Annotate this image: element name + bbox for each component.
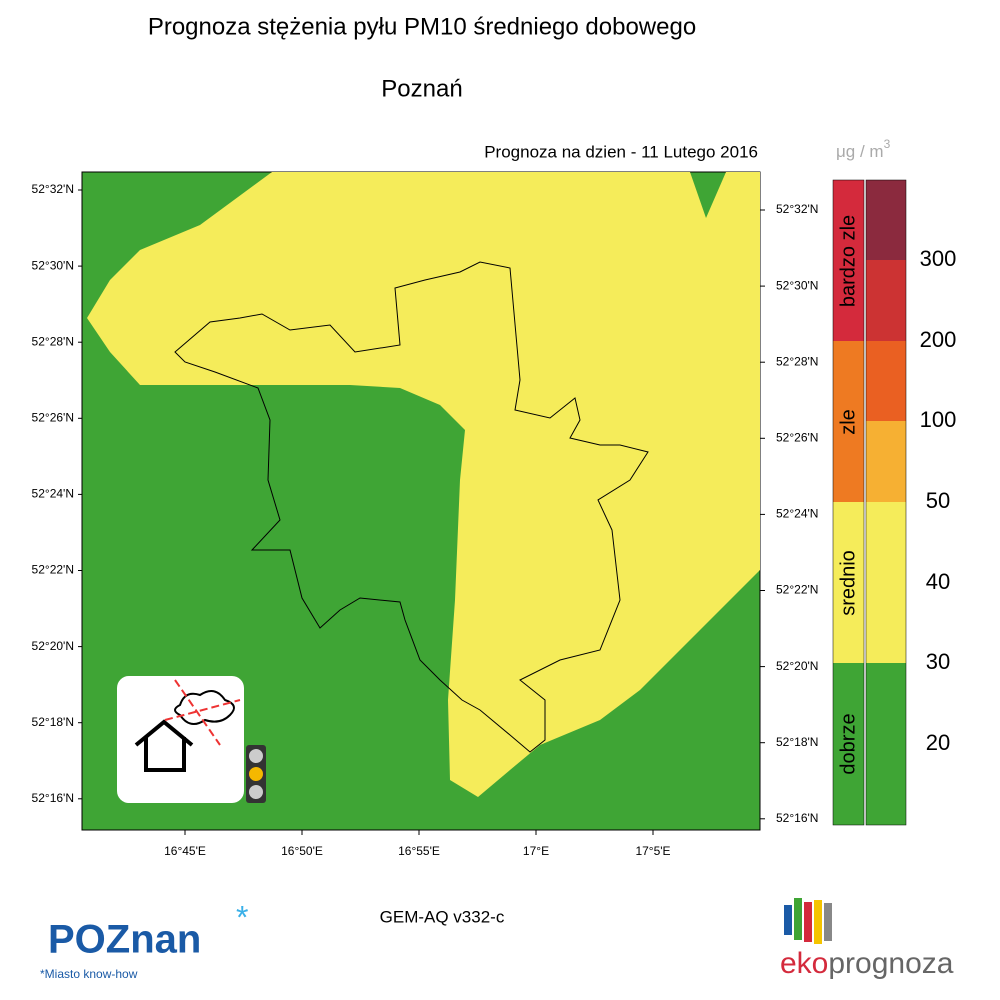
pollution-icon (117, 676, 244, 803)
unit-exponent: 3 (884, 137, 891, 151)
lon-label: 16°55'E (398, 844, 440, 858)
unit-base: μg / m (836, 142, 884, 161)
scale-label: 20 (926, 730, 950, 755)
category-border (832, 179, 865, 826)
logo-asterisk: * (236, 899, 248, 935)
city-boundary (174, 261, 649, 753)
level-band (866, 663, 906, 825)
subtitle: Poznań (381, 75, 462, 102)
level-band (866, 421, 906, 502)
category-band (833, 180, 864, 341)
lat-label-right: 52°24'N (776, 507, 818, 521)
category-label: bardzo zle (837, 215, 859, 307)
scale-label: 100 (920, 407, 957, 432)
light-on (249, 767, 263, 781)
lat-label-right: 52°30'N (776, 278, 818, 292)
eko-logo: ekoprognoza (780, 947, 954, 980)
lat-label-right: 52°16'N (776, 811, 818, 825)
lat-label-left: 52°18'N (32, 715, 74, 729)
title: Prognoza stężenia pyłu PM10 średniego do… (148, 13, 696, 40)
lon-label: 17°E (523, 844, 549, 858)
forecast-date: Prognoza na dzien - 11 Lutego 2016 (484, 142, 758, 161)
category-label: dobrze (837, 713, 859, 774)
lat-label-left: 52°26'N (32, 410, 74, 424)
eko-logo-gray: prognoza (828, 947, 953, 980)
lat-label-left: 52°30'N (32, 258, 74, 272)
lat-label-left: 52°20'N (32, 639, 74, 653)
lat-label-right: 52°32'N (776, 202, 818, 216)
lat-label-left: 52°28'N (32, 334, 74, 348)
category-band (833, 663, 864, 825)
level-band (866, 180, 906, 260)
level-band (866, 502, 906, 663)
eko-logo-bars (784, 898, 832, 944)
lon-label: 16°45'E (164, 844, 206, 858)
lat-label-left: 52°22'N (32, 563, 74, 577)
model-name: GEM-AQ v332-c (380, 907, 505, 926)
poznan-tagline: *Miasto know-how (40, 967, 138, 981)
lat-label-right: 52°28'N (776, 354, 818, 368)
lat-label-right: 52°20'N (776, 659, 818, 673)
category-label: zle (837, 409, 859, 435)
pollution-lines (164, 679, 241, 746)
scale-label: 300 (920, 246, 957, 271)
light-off (249, 749, 263, 763)
lat-label-left: 52°24'N (32, 487, 74, 501)
eko-logo-red: eko (780, 947, 828, 980)
lat-label-left: 52°32'N (32, 182, 74, 196)
light-off (249, 785, 263, 799)
scale-label: 200 (920, 327, 957, 352)
scale-label: 50 (926, 488, 950, 513)
scale-label: 40 (926, 569, 950, 594)
lat-label-right: 52°18'N (776, 735, 818, 749)
scale-label: 30 (926, 649, 950, 674)
lat-label-right: 52°26'N (776, 430, 818, 444)
category-band (833, 502, 864, 663)
category-label: srednio (837, 550, 859, 616)
colorbar (832, 179, 907, 826)
lat-label-left: 52°16'N (32, 791, 74, 805)
lon-label: 17°5'E (635, 844, 670, 858)
level-band (866, 341, 906, 421)
level-border (865, 179, 907, 826)
forecast-area (87, 172, 760, 797)
poznan-logo: POZnan (48, 918, 201, 962)
lat-label-right: 52°22'N (776, 583, 818, 597)
map (81, 171, 761, 831)
unit: μg / m3 (836, 137, 891, 161)
lon-label: 16°50'E (281, 844, 323, 858)
house-icon (134, 719, 194, 772)
level-band (866, 260, 906, 341)
category-band (833, 341, 864, 502)
